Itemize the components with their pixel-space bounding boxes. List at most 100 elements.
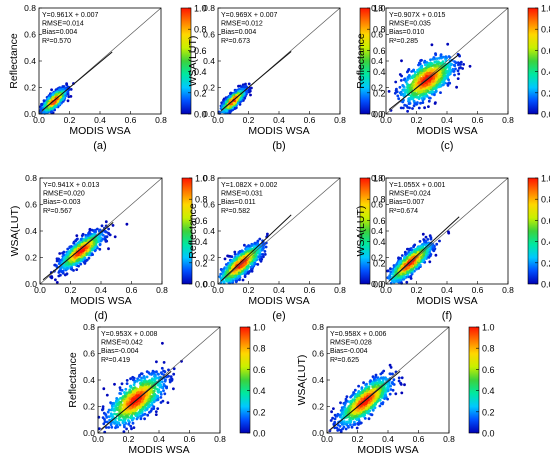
- y-tick-label: 0.4: [203, 226, 215, 236]
- scatter-point: [235, 98, 239, 102]
- y-tick-label: 0.8: [371, 3, 383, 13]
- scatter-point: [91, 253, 94, 256]
- scatter-point: [101, 233, 105, 237]
- x-tick-label: 0.4: [94, 115, 106, 125]
- x-tick-label: 0.2: [411, 115, 423, 125]
- scatter-point: [417, 90, 421, 94]
- scatter-point: [51, 95, 55, 99]
- scatter-point: [58, 252, 62, 255]
- scatter-point: [54, 278, 57, 282]
- scatter-point: [258, 258, 262, 261]
- scatter-point: [408, 106, 411, 110]
- stats-annotation: R²=0.285: [389, 38, 418, 45]
- stats-annotation: R²=0.673: [221, 38, 250, 45]
- x-tick-label: 0.4: [441, 115, 453, 125]
- scatter-point: [219, 272, 223, 276]
- scatter-point: [446, 70, 450, 74]
- scatter-point: [39, 111, 43, 115]
- scatter-point: [40, 102, 43, 106]
- scatter-point: [413, 102, 417, 106]
- x-tick-label: 0.4: [273, 285, 285, 295]
- scatter-point: [435, 60, 439, 63]
- panel-label: (a): [93, 140, 106, 152]
- y-tick-label: 0.4: [24, 56, 36, 66]
- scatter-point: [419, 65, 423, 69]
- colorbar-tick-label: 0.4: [541, 67, 550, 77]
- scatter-point: [430, 43, 434, 47]
- stats-annotation: Y=0.907X + 0.015: [389, 12, 446, 19]
- scatter-point: [451, 67, 455, 71]
- scatter-point: [111, 224, 115, 227]
- x-tick-label: 0.2: [65, 285, 77, 295]
- scatter-point: [453, 73, 456, 77]
- colorbar: [527, 7, 539, 115]
- x-tick-label: 0.2: [243, 115, 255, 125]
- stats-annotation: Bias=0.010: [389, 29, 424, 36]
- colorbar-tick-label: 0.6: [373, 216, 386, 226]
- scatter-point: [246, 247, 250, 251]
- scatter-point: [243, 275, 247, 278]
- scatter-point: [468, 64, 472, 68]
- scatter-point: [69, 88, 73, 91]
- y-axis-label: Reflectance: [355, 33, 367, 89]
- stats-annotation: Y=0.941X + 0.013: [43, 182, 100, 189]
- scatter-point: [77, 258, 81, 262]
- x-tick-label: 0.6: [472, 115, 484, 125]
- scatter-point: [406, 109, 409, 113]
- scatter-point: [433, 87, 436, 90]
- scatter-point: [420, 58, 423, 62]
- scatter-point: [246, 265, 250, 268]
- scatter-point: [400, 74, 403, 78]
- scatter-point: [432, 76, 436, 80]
- scatter-point: [433, 102, 437, 105]
- scatter-point: [243, 85, 247, 89]
- scatter-point: [94, 238, 97, 242]
- scatter-point: [257, 255, 261, 259]
- scatter-point: [419, 85, 423, 89]
- scatter-point: [444, 66, 448, 70]
- scatter-point: [239, 98, 242, 101]
- scatter-point: [412, 99, 416, 103]
- scatter-point: [233, 107, 237, 110]
- y-tick-label: 0.0: [203, 109, 215, 119]
- scatter-point: [51, 93, 55, 97]
- scatter-point: [433, 93, 436, 97]
- y-tick-label: 0.2: [24, 83, 36, 93]
- scatter-point: [238, 257, 241, 260]
- x-tick-label: 0.4: [95, 285, 107, 295]
- scatter-point: [403, 77, 407, 81]
- stats-annotation: RMSE=0.014: [42, 21, 84, 28]
- scatter-point: [228, 277, 232, 281]
- scatter-point: [438, 83, 442, 87]
- scatter-point: [438, 75, 441, 78]
- scatter-point: [406, 75, 410, 79]
- scatter-point: [250, 269, 254, 273]
- y-tick-label: 0.2: [371, 83, 383, 93]
- scatter-point: [72, 241, 76, 245]
- scatter-point: [237, 251, 241, 254]
- scatter-point: [432, 82, 435, 86]
- y-axis-label: WSA(LUT): [187, 36, 199, 87]
- scatter-point: [250, 262, 254, 266]
- scatter-point: [247, 82, 251, 86]
- scatter-point: [57, 102, 61, 105]
- stats-annotation: RMSE=0.020: [43, 191, 85, 198]
- scatter-point: [457, 72, 461, 76]
- scatter-point: [61, 85, 65, 88]
- scatter-point: [229, 92, 232, 95]
- scatter-point: [438, 239, 441, 243]
- scatter-point: [435, 78, 438, 81]
- scatter-point: [437, 78, 441, 82]
- scatter-point: [93, 249, 97, 253]
- stats-annotation: Bias=-0.003: [43, 199, 81, 206]
- x-tick-label: 0.8: [502, 115, 514, 125]
- scatter-point: [69, 95, 73, 98]
- stats-annotation: Y=1.082X + 0.002: [221, 182, 278, 189]
- scatter-point: [107, 227, 110, 231]
- scatter-point: [423, 63, 427, 67]
- stats-annotation: Y=0.961X + 0.007: [42, 12, 99, 19]
- scatter-point: [228, 110, 232, 114]
- scatter-point: [243, 243, 246, 247]
- scatter-point: [397, 97, 401, 101]
- scatter-point: [420, 90, 423, 94]
